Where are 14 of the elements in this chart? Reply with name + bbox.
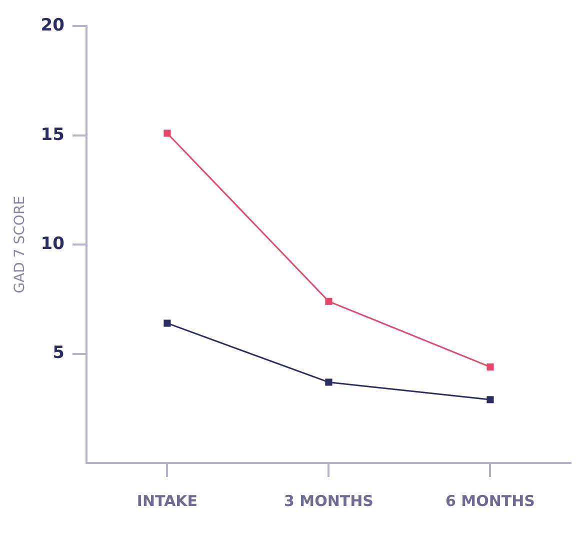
point: [486, 396, 494, 404]
point: [486, 363, 494, 370]
y-tick-label: 5: [52, 343, 64, 364]
x-tick-label: INTAKE: [136, 492, 198, 510]
point: [325, 378, 332, 386]
point: [164, 130, 171, 137]
y-axis-title: GAD 7 SCORE: [12, 196, 28, 294]
y-tick-label: 15: [40, 124, 64, 145]
y-tick-label: 20: [40, 16, 65, 36]
y-tick-label: 10: [40, 234, 65, 254]
x-tick-label: 6 MONTHS: [446, 492, 535, 510]
point: [164, 320, 171, 327]
x-tick-label: 3 MONTHS: [284, 492, 374, 510]
point: [325, 298, 332, 305]
